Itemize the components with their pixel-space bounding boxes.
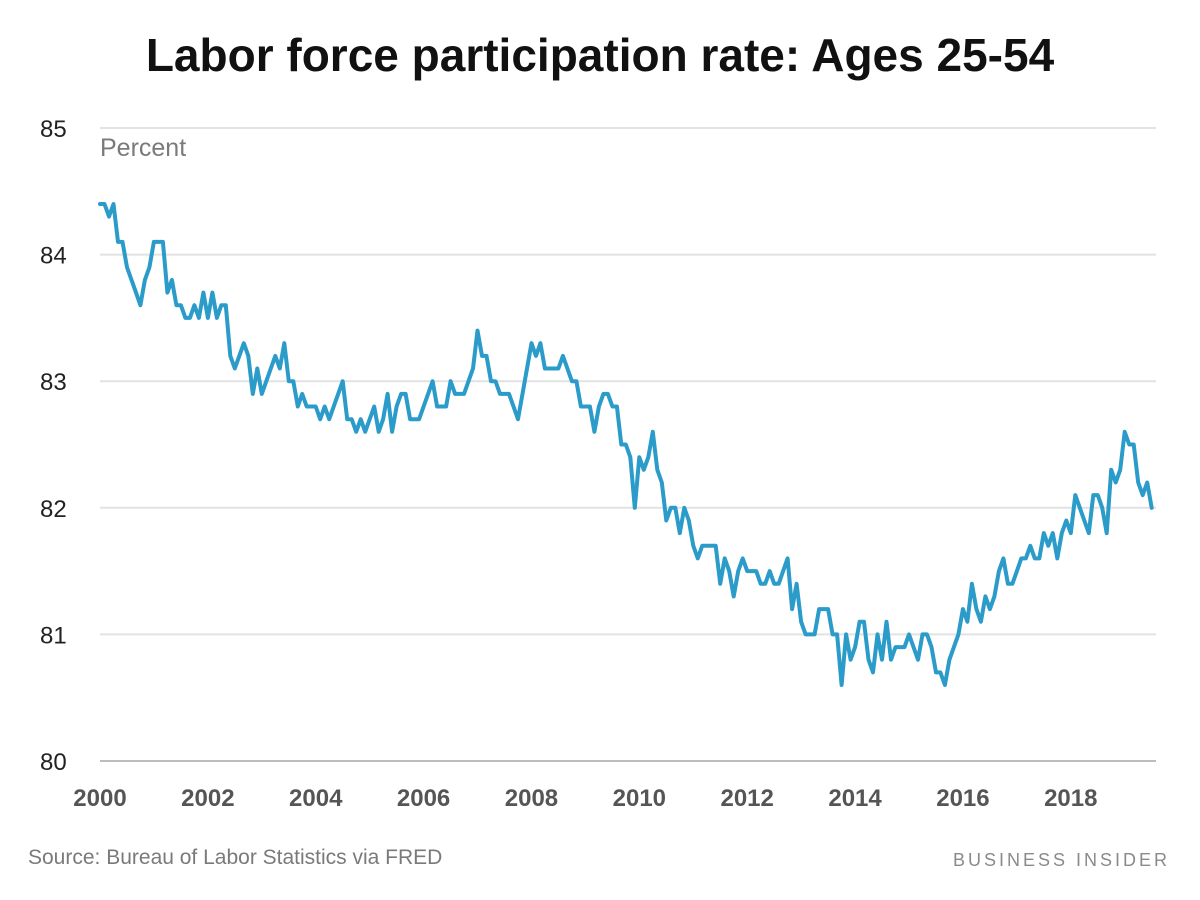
series-line-0: [98, 202, 1154, 687]
chart-title: Labor force participation rate: Ages 25-…: [145, 29, 1055, 81]
y-tick-label: 83: [40, 369, 67, 396]
series-group: [98, 202, 1154, 687]
x-tick-label: 2006: [397, 785, 450, 812]
y-tick-label: 84: [40, 243, 67, 270]
x-axis-ticks: 2000 2002 2004 2006 2008 2010 2012 2014 2016 2018: [73, 785, 1097, 812]
y-tick-label: 82: [40, 496, 67, 523]
x-tick-label: 2016: [936, 785, 989, 812]
y-tick-label: 81: [40, 622, 67, 649]
y-tick-label: 85: [40, 116, 67, 143]
y-axis-ticks: 80 81 82 83 84 85: [40, 116, 67, 776]
source-note: Source: Bureau of Labor Statistics via F…: [28, 846, 443, 869]
gridlines: [100, 127, 1156, 636]
x-tick-label: 2018: [1044, 785, 1097, 812]
x-tick-label: 2014: [828, 785, 882, 812]
x-tick-label: 2008: [505, 785, 558, 812]
x-tick-label: 2002: [181, 785, 234, 812]
brand-logo-text: BUSINESS INSIDER: [952, 850, 1170, 870]
x-tick-label: 2012: [720, 785, 773, 812]
y-axis-unit-label: Percent: [100, 134, 186, 162]
y-tick-label: 80: [40, 749, 67, 776]
x-tick-label: 2010: [613, 785, 666, 812]
x-tick-label: 2000: [73, 785, 126, 812]
x-tick-label: 2004: [289, 785, 343, 812]
